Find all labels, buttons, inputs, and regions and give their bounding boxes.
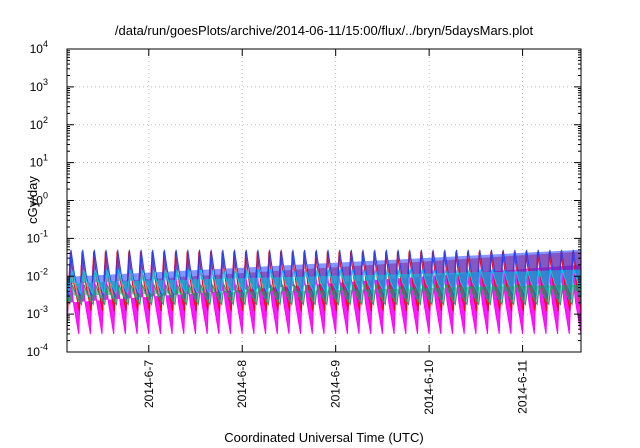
- y-tick-label: 100: [30, 191, 48, 208]
- y-tick-label: 101: [30, 153, 48, 170]
- y-tick-exponent: 2: [43, 115, 48, 125]
- chart-title: /data/run/goesPlots/archive/2014-06-11/1…: [115, 23, 534, 38]
- y-tick-base: 10: [30, 156, 44, 170]
- y-tick-label: 10-4: [27, 342, 48, 359]
- y-tick-exponent: 0: [43, 191, 48, 201]
- y-tick-base: 10: [27, 307, 41, 321]
- y-tick-base: 10: [30, 194, 44, 208]
- y-tick-label: 10-1: [27, 228, 48, 245]
- x-tick-label: 2014-6-8: [235, 360, 249, 408]
- y-axis-label: cGy/day: [25, 176, 40, 224]
- x-tick-label: 2014-6-9: [329, 360, 343, 408]
- y-tick-exponent: 1: [43, 153, 48, 163]
- y-tick-base: 10: [27, 269, 41, 283]
- x-tick-label: 2014-6-7: [142, 360, 156, 408]
- x-tick-label: 2014-6-10: [422, 360, 436, 415]
- y-tick-exponent: -1: [40, 228, 48, 238]
- x-axis-label: Coordinated Universal Time (UTC): [224, 430, 423, 445]
- y-tick-base: 10: [27, 345, 41, 359]
- y-tick-label: 104: [30, 39, 48, 56]
- y-tick-base: 10: [30, 118, 44, 132]
- y-tick-exponent: -4: [40, 342, 48, 352]
- x-tick-label: 2014-6-11: [516, 360, 530, 414]
- y-tick-base: 10: [30, 80, 44, 94]
- y-tick-label: 103: [30, 77, 48, 94]
- series-line: [66, 284, 582, 307]
- y-tick-exponent: 4: [43, 39, 48, 49]
- y-tick-base: 10: [27, 231, 41, 245]
- y-tick-exponent: -2: [40, 266, 48, 276]
- y-tick-label: 102: [30, 115, 48, 132]
- x-axis: 2014-6-7 2014-6-8 2014-6-9 2014-6-10 2014-6-…: [142, 49, 530, 415]
- y-tick-exponent: 3: [43, 77, 48, 87]
- series-group: [66, 249, 582, 334]
- y-tick-exponent: -3: [40, 304, 48, 314]
- y-tick-label: 10-2: [27, 266, 48, 283]
- y-tick-label: 10-3: [27, 304, 48, 321]
- y-tick-base: 10: [30, 42, 44, 56]
